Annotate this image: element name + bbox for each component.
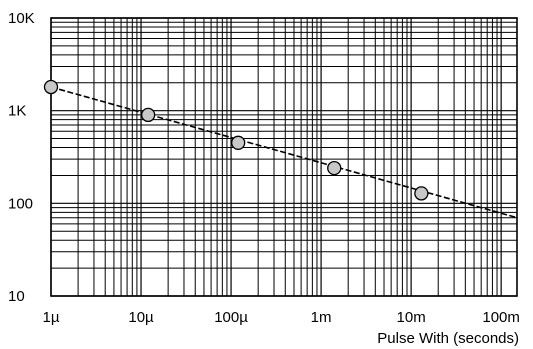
x-tick-label: 1m — [311, 309, 332, 326]
series-line — [50, 86, 518, 219]
x-tick-label: 1µ — [43, 309, 60, 326]
x-tick-label: 100m — [482, 309, 520, 326]
y-tick-label: 100 — [8, 195, 33, 212]
y-tick-label: 10 — [8, 288, 25, 305]
grid-layer — [50, 17, 517, 297]
tick-layer: 1µ 10µ 100µ 1m 10m 100m 10 100 1K 10K — [8, 10, 520, 326]
x-tick-label: 10m — [397, 309, 426, 326]
data-point — [327, 160, 342, 176]
data-point — [231, 135, 246, 150]
x-axis-label: Pulse With (seconds) — [377, 330, 519, 347]
y-tick-label: 10K — [8, 10, 35, 27]
data-point — [43, 79, 59, 95]
plot-frame — [50, 17, 518, 297]
data-point — [414, 186, 429, 201]
series-layer — [43, 79, 518, 219]
y-tick-label: 1K — [8, 103, 26, 120]
x-tick-label: 10µ — [128, 309, 154, 326]
data-point — [141, 107, 156, 123]
x-tick-label: 100µ — [214, 309, 248, 326]
